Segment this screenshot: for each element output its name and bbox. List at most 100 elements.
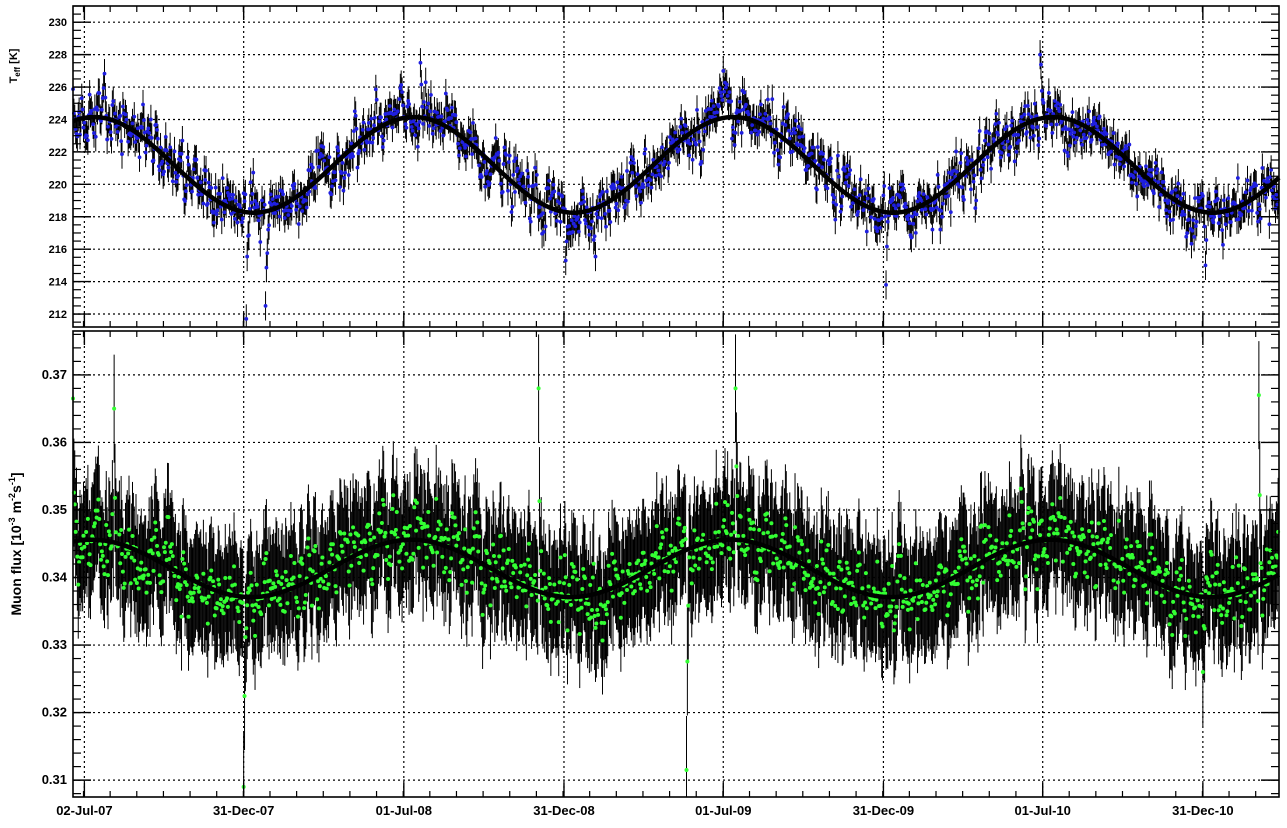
data-point <box>1036 143 1040 147</box>
data-point <box>152 158 156 162</box>
data-point <box>786 112 790 116</box>
data-point <box>96 108 100 112</box>
data-point <box>629 161 633 165</box>
data-point <box>86 138 90 142</box>
data-point <box>1071 110 1075 114</box>
data-point <box>273 211 277 215</box>
data-point <box>82 534 86 538</box>
data-point <box>496 151 500 155</box>
data-point <box>736 120 740 124</box>
data-point <box>489 172 493 176</box>
data-point <box>1072 131 1076 135</box>
data-point <box>179 583 183 587</box>
data-point <box>394 528 398 532</box>
data-point <box>965 156 969 160</box>
data-point <box>1184 235 1188 239</box>
data-point <box>315 597 319 601</box>
data-point <box>334 590 338 594</box>
data-point <box>244 193 248 197</box>
data-point <box>699 160 703 164</box>
data-point <box>285 578 289 582</box>
data-point <box>118 114 122 118</box>
data-point <box>102 564 106 568</box>
data-point <box>1055 123 1059 127</box>
data-point <box>718 86 722 90</box>
data-point <box>138 155 142 159</box>
data-point <box>419 61 423 65</box>
data-point <box>1095 124 1099 128</box>
data-point <box>373 116 377 120</box>
data-point <box>529 220 533 224</box>
data-point <box>1204 238 1208 242</box>
data-point <box>425 106 429 110</box>
data-point <box>221 604 225 608</box>
data-point <box>500 585 504 589</box>
data-point <box>646 183 650 187</box>
data-point <box>901 183 905 187</box>
data-point <box>594 255 598 259</box>
data-point <box>339 532 343 536</box>
data-point <box>576 215 580 219</box>
data-point <box>152 569 156 573</box>
data-point <box>205 601 209 605</box>
data-point <box>1017 139 1021 143</box>
data-point <box>226 605 230 609</box>
data-point <box>482 587 486 591</box>
data-point <box>526 175 530 179</box>
data-point <box>152 535 156 539</box>
data-point <box>454 113 458 117</box>
data-point <box>103 72 107 76</box>
data-point <box>132 559 136 563</box>
data-point <box>395 510 399 514</box>
data-point <box>1174 188 1178 192</box>
data-point <box>1217 221 1221 225</box>
data-point <box>122 586 126 590</box>
data-point <box>453 516 457 520</box>
data-point <box>127 528 131 532</box>
data-point <box>701 148 705 152</box>
data-point <box>586 602 590 606</box>
data-point <box>615 202 619 206</box>
data-point <box>687 153 691 157</box>
data-point <box>448 570 452 574</box>
data-point <box>1132 175 1136 179</box>
data-point <box>321 579 325 583</box>
data-point <box>569 603 573 607</box>
data-point <box>994 112 998 116</box>
data-point <box>439 523 443 527</box>
data-point <box>590 608 594 612</box>
data-point <box>372 124 376 128</box>
data-point <box>1112 131 1116 135</box>
data-point <box>121 105 125 109</box>
data-point <box>1007 153 1011 157</box>
data-point <box>888 186 892 190</box>
data-point <box>1216 197 1220 201</box>
data-point <box>347 173 351 177</box>
data-point <box>353 545 357 549</box>
data-point <box>381 498 385 502</box>
data-point <box>525 573 529 577</box>
data-point <box>605 190 609 194</box>
data-point <box>710 99 714 103</box>
data-point <box>199 180 203 184</box>
data-point <box>544 586 548 590</box>
data-point <box>185 583 189 587</box>
data-point <box>324 574 328 578</box>
data-point <box>914 231 918 235</box>
data-point <box>1197 200 1201 204</box>
data-point <box>85 134 89 138</box>
data-point <box>744 103 748 107</box>
data-point <box>313 544 317 548</box>
data-point <box>601 190 605 194</box>
data-point <box>294 596 298 600</box>
data-point <box>491 543 495 547</box>
data-point <box>1192 235 1196 239</box>
data-point <box>141 103 145 107</box>
data-point <box>908 221 912 225</box>
data-point <box>310 604 314 608</box>
data-point <box>311 166 315 170</box>
data-point <box>117 532 121 536</box>
data-point <box>320 555 324 559</box>
data-point <box>286 213 290 217</box>
data-point <box>519 564 523 568</box>
